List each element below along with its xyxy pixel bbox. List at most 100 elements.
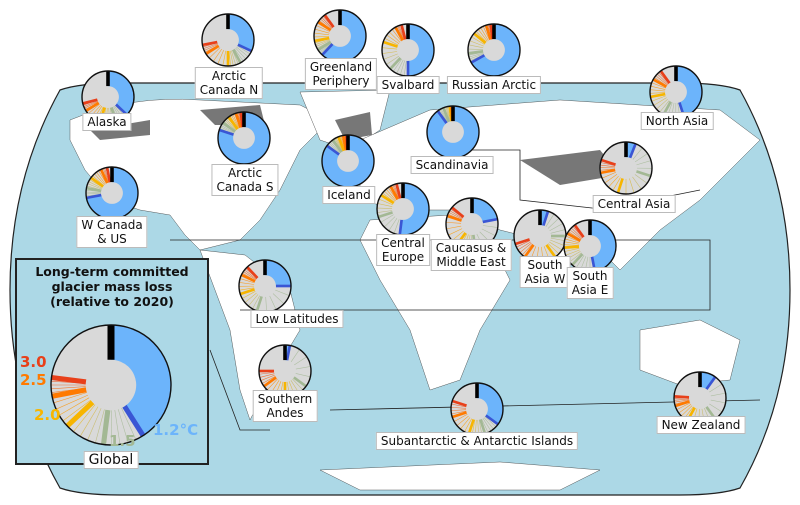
pie-marker-t2-0 [239, 288, 256, 296]
pie-intermediate-line [203, 43, 218, 49]
pie-outline [50, 324, 172, 446]
region-pie [238, 259, 292, 313]
pie-center [461, 213, 483, 235]
pie-intermediate-line [674, 399, 690, 403]
pie-intermediate-line [678, 404, 692, 414]
pie-marker-t1-2 [285, 345, 292, 361]
pie-marker-t2-5 [523, 244, 535, 258]
pie-intermediate-line [228, 50, 231, 66]
pie-marker-t3-0 [659, 70, 671, 84]
region-label: Arctic Canada S [211, 164, 279, 196]
pie-intermediate-line [550, 229, 566, 234]
pie-center [97, 86, 119, 108]
pie-intermediate-line [98, 170, 107, 184]
pie-intermediate-line [549, 241, 563, 251]
pie-intermediate-line [449, 210, 463, 219]
global-pie [50, 324, 172, 446]
pie-intermediate-line [451, 410, 467, 415]
pie-marker-t1-5 [635, 170, 652, 178]
pie-intermediate-line [290, 349, 300, 363]
pie-intermediate-line [393, 184, 400, 199]
pie-intermediate-line [480, 27, 489, 41]
pie-intermediate-line [600, 168, 616, 171]
pie-intermediate-line [676, 402, 691, 410]
pie-marker-t2-0 [545, 244, 557, 258]
pie-marker-t1-5 [442, 107, 451, 123]
pie-intermediate-line [477, 29, 488, 42]
pie-intermediate-line [384, 38, 399, 46]
pie-intermediate-line [259, 373, 275, 378]
pie-intermediate-line [314, 28, 330, 34]
pie-intermediate-line [482, 225, 498, 228]
pie-intermediate-line [482, 418, 492, 432]
pie-intermediate-line [446, 106, 451, 122]
pie-intermediate-line [272, 293, 285, 305]
label-2-0: 2.0 [34, 406, 61, 424]
pie-marker-t2-5 [600, 168, 616, 175]
pie-intermediate-line [446, 225, 462, 230]
pie-intermediate-line [451, 230, 464, 241]
pie-intermediate-line [403, 60, 407, 76]
pie-center [254, 275, 276, 297]
pie-intermediate-line [564, 248, 580, 252]
pie-intermediate-line [569, 229, 582, 240]
legend-title: Long-term committed glacier mass loss (r… [17, 264, 207, 309]
pie-marker-t3-0 [51, 374, 87, 385]
pie-marker-t1-5 [100, 409, 111, 445]
region-pie [649, 65, 703, 119]
pie-marker-t1-5 [377, 211, 394, 219]
pie-marker-t1-5 [86, 186, 102, 193]
pie-intermediate-line [380, 214, 394, 223]
pie-marker-t2-0 [563, 245, 580, 249]
pie-marker-t2-5 [263, 376, 277, 388]
pie-intermediate-line [651, 95, 666, 102]
pie-intermediate-line [295, 373, 311, 378]
pie-intermediate-line [319, 42, 332, 53]
region-label: Iceland [322, 186, 376, 204]
pie-intermediate-line [235, 47, 247, 60]
pie-intermediate-line [121, 407, 137, 440]
region-pie [450, 382, 504, 436]
pie-intermediate-line [632, 176, 642, 190]
pie-marker-t1-2 [705, 376, 717, 390]
pie-intermediate-line [234, 48, 244, 62]
pie-intermediate-line [293, 356, 307, 366]
region-pie [258, 344, 312, 398]
pie-intermediate-line [564, 238, 580, 244]
pie-marker-t3-0 [400, 24, 407, 40]
pie-marker-t1-2 [237, 43, 253, 53]
pie-intermediate-line [321, 17, 333, 29]
pie-intermediate-line [519, 242, 532, 253]
pie-outline [599, 141, 653, 195]
pie-marker-t1-5 [389, 57, 402, 70]
pie-intermediate-line [266, 378, 278, 391]
pie-intermediate-line [231, 49, 239, 65]
region-pie [467, 23, 521, 77]
pie-intermediate-line [517, 241, 531, 251]
pie-intermediate-line [262, 375, 276, 384]
pie-intermediate-line [87, 103, 100, 115]
pie-loss-1-2 [676, 66, 703, 117]
pie-intermediate-line [469, 40, 484, 47]
region-label: Arctic Canada N [194, 67, 264, 99]
pie-intermediate-line [475, 31, 487, 43]
pie-center [274, 360, 296, 382]
pie-intermediate-line [220, 126, 235, 134]
pie-loss-1-2 [477, 383, 504, 425]
pie-center [85, 359, 137, 411]
pie-marker-t2-5 [99, 168, 109, 184]
pie-marker-t1-2 [86, 193, 102, 200]
pie-intermediate-line [564, 241, 580, 245]
pie-marker-t2-0 [337, 136, 346, 152]
pie-intermediate-line [244, 292, 257, 303]
pie-intermediate-line [225, 118, 237, 131]
pie-intermediate-line [565, 235, 581, 243]
region-label: Central Europe [376, 234, 430, 266]
label-2-5: 2.5 [20, 371, 47, 389]
pie-center [397, 39, 419, 61]
pie-intermediate-line [571, 227, 583, 239]
pie-center [483, 39, 505, 61]
pie-intermediate-line [393, 219, 400, 234]
region-pie [85, 166, 139, 220]
pie-intermediate-line [83, 100, 98, 107]
